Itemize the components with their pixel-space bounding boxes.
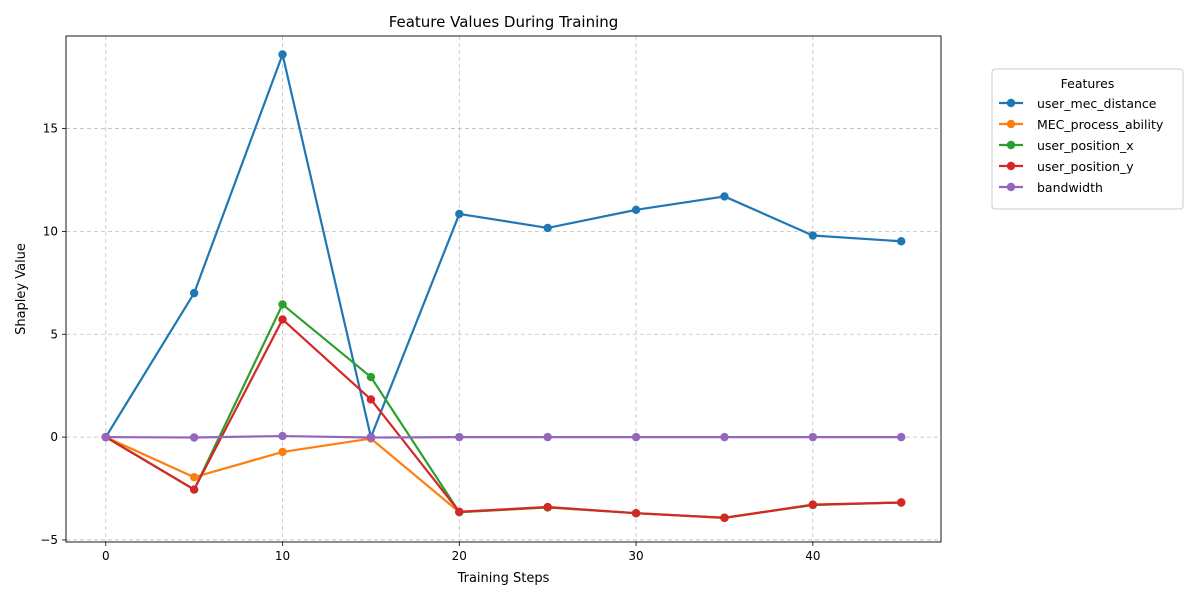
legend-swatch-marker bbox=[1006, 98, 1016, 108]
y-tick-label: 10 bbox=[43, 224, 58, 238]
legend: Features user_mec_distance MEC_process_ab… bbox=[991, 68, 1184, 210]
legend-item: user_position_y bbox=[999, 159, 1134, 174]
data-point bbox=[366, 372, 376, 382]
data-point bbox=[455, 432, 464, 442]
series-line bbox=[105, 318, 902, 520]
data-point bbox=[101, 432, 110, 442]
x-tick-label: 20 bbox=[452, 549, 467, 563]
data-point bbox=[278, 315, 287, 324]
series-user_position_y bbox=[101, 315, 906, 523]
data-point bbox=[631, 432, 641, 442]
plot-frame bbox=[65, 35, 942, 543]
legend-swatch-marker bbox=[1006, 140, 1016, 150]
legend-label: MEC_process_ability bbox=[1037, 117, 1164, 132]
x-tick-label: 10 bbox=[275, 549, 290, 563]
x-tick-label: 30 bbox=[628, 549, 643, 563]
x-tick-label: 0 bbox=[102, 549, 110, 563]
data-point bbox=[631, 509, 641, 518]
data-point bbox=[897, 432, 906, 442]
ticks: 0 10 20 30 40 −5 0 5 10 15 bbox=[40, 122, 820, 563]
data-point bbox=[543, 432, 552, 442]
legend-label: user_mec_distance bbox=[1037, 96, 1157, 111]
data-point bbox=[543, 223, 552, 233]
legend-swatch-marker bbox=[1006, 161, 1016, 171]
data-point bbox=[366, 395, 376, 404]
data-point bbox=[897, 237, 906, 246]
y-axis-label: Shapley Value bbox=[14, 243, 29, 335]
data-point bbox=[189, 485, 199, 494]
y-tick-label: −5 bbox=[40, 533, 58, 547]
data-point bbox=[189, 433, 199, 442]
data-point bbox=[189, 473, 199, 482]
series-layer bbox=[101, 50, 906, 523]
data-point bbox=[366, 433, 376, 442]
y-tick-label: 5 bbox=[50, 327, 58, 341]
data-point bbox=[808, 231, 818, 240]
legend-item: user_mec_distance bbox=[999, 96, 1157, 111]
data-point bbox=[720, 432, 729, 442]
data-point bbox=[278, 50, 287, 59]
legend-item: MEC_process_ability bbox=[999, 117, 1164, 132]
data-point bbox=[897, 498, 906, 507]
data-point bbox=[720, 513, 729, 523]
legend-title: Features bbox=[1061, 76, 1115, 91]
data-point bbox=[808, 500, 818, 509]
legend-box bbox=[991, 68, 1184, 210]
chart-title: Feature Values During Training bbox=[389, 13, 619, 31]
data-point bbox=[808, 432, 818, 442]
series-line bbox=[104, 53, 902, 439]
series-bandwidth bbox=[101, 431, 906, 442]
data-point bbox=[455, 507, 464, 516]
legend-swatch-marker bbox=[1006, 119, 1016, 129]
series-line bbox=[105, 434, 902, 439]
legend-item: user_position_x bbox=[999, 138, 1134, 153]
legend-label: user_position_x bbox=[1037, 138, 1134, 153]
x-tick-label: 40 bbox=[805, 549, 820, 563]
data-point bbox=[543, 502, 552, 512]
y-tick-label: 0 bbox=[50, 430, 58, 444]
x-axis-label: Training Steps bbox=[457, 571, 550, 586]
data-point bbox=[189, 288, 199, 298]
data-point bbox=[278, 300, 287, 309]
legend-label: user_position_y bbox=[1037, 159, 1134, 174]
legend-swatch-marker bbox=[1006, 182, 1016, 192]
legend-items: user_mec_distance MEC_process_abilityuser… bbox=[999, 96, 1164, 195]
y-tick-label: 15 bbox=[43, 122, 58, 136]
legend-label: bandwidth bbox=[1037, 180, 1103, 195]
legend-item: bandwidth bbox=[999, 180, 1103, 195]
data-point bbox=[455, 209, 464, 219]
data-point bbox=[278, 431, 287, 441]
data-point bbox=[720, 192, 729, 201]
data-point bbox=[631, 205, 641, 215]
data-point bbox=[278, 447, 287, 457]
